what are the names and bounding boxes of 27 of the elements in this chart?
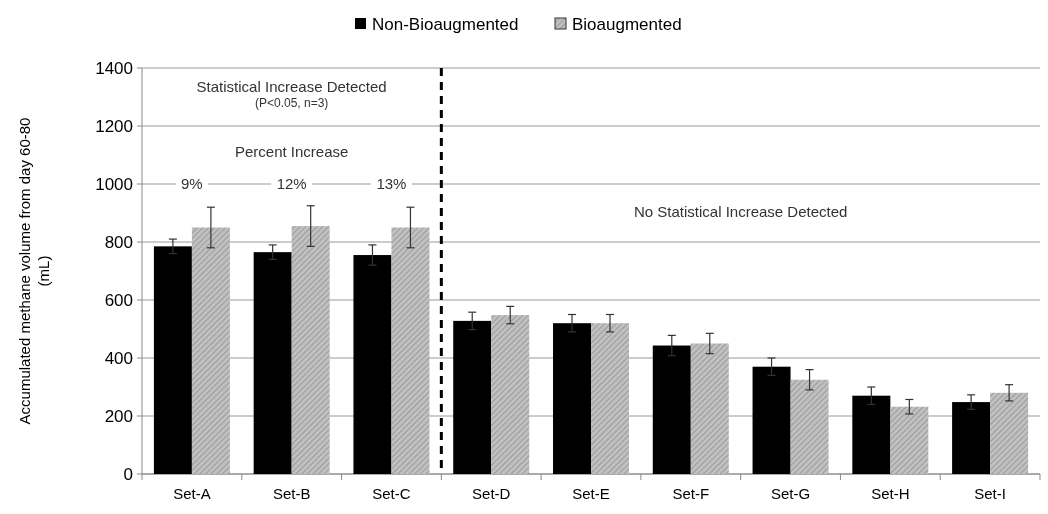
x-tick-label: Set-I — [974, 485, 1006, 502]
x-tick-label: Set-D — [472, 485, 511, 502]
x-tick-label: Set-F — [672, 485, 710, 502]
annotation: No Statistical Increase Detected — [633, 202, 848, 220]
x-tick-label: Set-H — [871, 485, 910, 502]
y-tick-label: 800 — [104, 232, 133, 252]
legend-label: Non-Bioaugmented — [372, 14, 519, 34]
x-tick-label: Set-E — [572, 485, 610, 502]
annotation: 9% — [181, 175, 203, 193]
y-tick-label: 1200 — [95, 116, 133, 136]
x-tick-label: Set-A — [173, 485, 211, 502]
legend-label: Bioaugmented — [572, 14, 682, 34]
y-tick-label: 600 — [104, 290, 133, 310]
annotation: 13% — [376, 175, 407, 193]
x-tick-label: Set-G — [770, 485, 811, 502]
y-tick-label: 1000 — [95, 174, 133, 194]
annotation: 12% — [276, 175, 307, 193]
y-tick-label: 200 — [104, 406, 133, 426]
annotation: Statistical Increase Detected — [196, 78, 387, 96]
y-tick-label: 1400 — [95, 58, 133, 78]
x-tick-label: Set-C — [372, 485, 411, 502]
y-tick-label: 400 — [104, 348, 133, 368]
annotation: (P<0.05, n=3) — [254, 96, 329, 110]
y-tick-label: 0 — [123, 464, 133, 484]
y-axis-title: Accumulated methane volume from day 60-80 (mL) — [16, 117, 52, 425]
x-tick-label: Set-B — [272, 485, 311, 502]
annotation: Percent Increase — [234, 143, 349, 161]
